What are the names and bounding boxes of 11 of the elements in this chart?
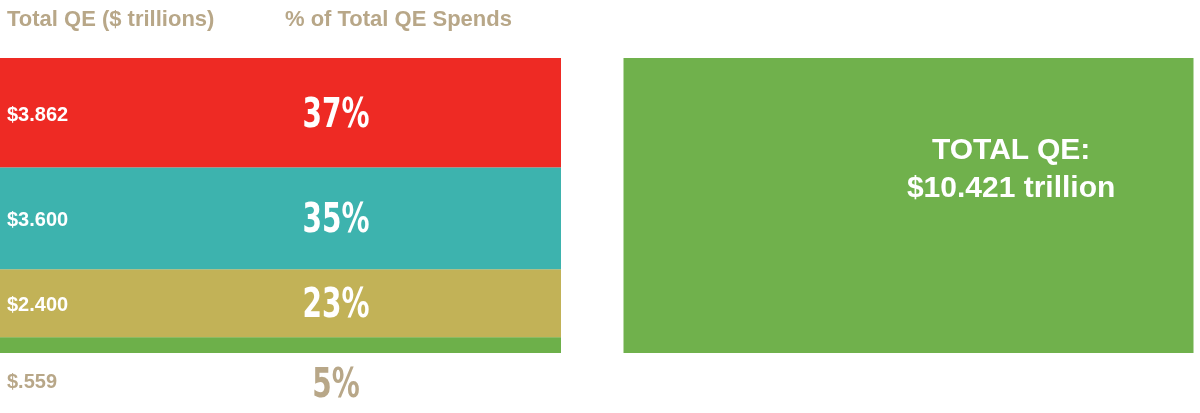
annotation: 35% [302,195,370,242]
data-label: $2.400 [7,293,69,316]
data-label: $3.600 [7,208,69,231]
annotation: 23% [302,280,370,327]
data-label: $.559 [7,370,58,392]
chart-subtitle: % of Total QE Spends [285,6,512,31]
annotation: 37% [302,89,370,136]
text: 5% [312,359,360,407]
data-label: $3.862 [7,102,69,125]
chart-title: Total QE ($ trillions) [7,6,215,31]
data-label: TOTAL QE: $10.421 trillion [906,132,1116,203]
